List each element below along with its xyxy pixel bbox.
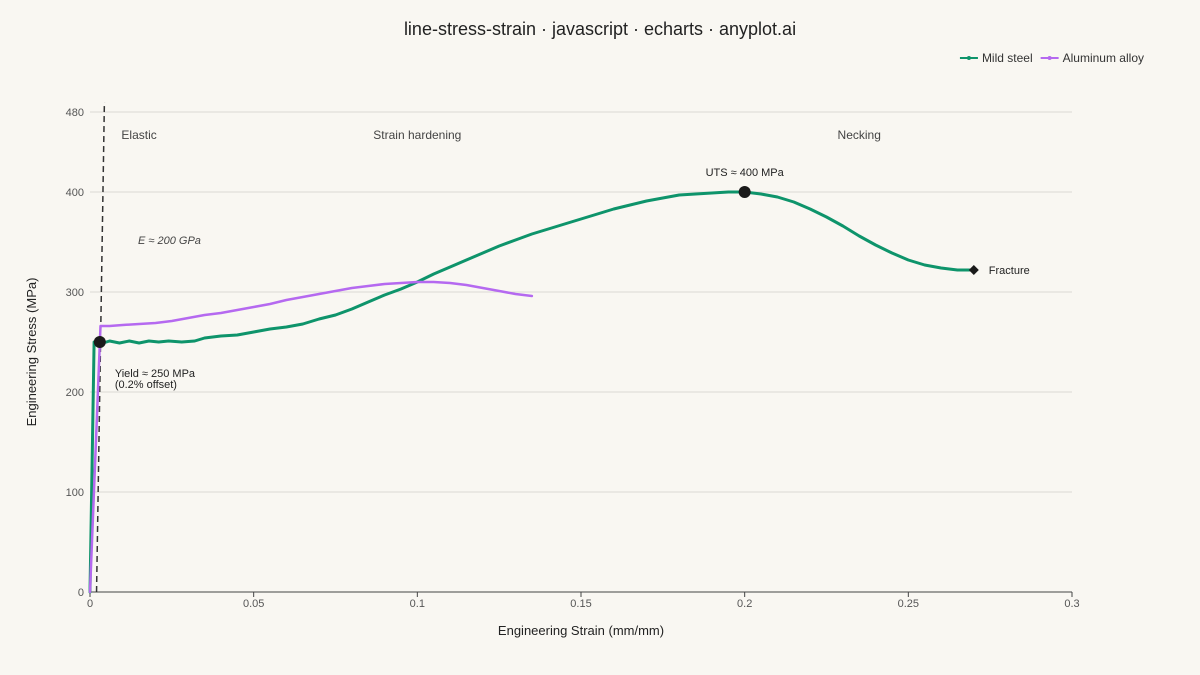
region-label: Strain hardening [373, 128, 461, 142]
modulus-label: E ≈ 200 GPa [138, 235, 201, 247]
y-tick-label: 400 [66, 187, 84, 199]
grid-lines: 0 100 200 300 400 480 [66, 107, 1072, 599]
y-tick-label: 0 [78, 587, 84, 599]
x-tick-label: 0.2 [737, 598, 752, 610]
marker-point [738, 186, 751, 198]
fracture-label: Fracture [989, 265, 1030, 277]
legend-label: Mild steel [982, 51, 1033, 65]
yield-label: (0.2% offset) [115, 379, 177, 391]
yield-label: Yield ≈ 250 MPa [115, 368, 196, 380]
series-line-aluminum-alloy [88, 280, 534, 594]
marker-point [93, 336, 106, 348]
series-line-mild-steel [88, 190, 976, 594]
x-tick-label: 0.05 [243, 598, 264, 610]
y-tick-label: 480 [66, 107, 84, 119]
chart-title: line-stress-strain · javascript · echart… [404, 19, 796, 39]
x-tick-label: 0.15 [570, 598, 591, 610]
series-lines[interactable] [88, 190, 976, 594]
legend-swatch-dot [966, 56, 971, 60]
y-tick-label: 300 [66, 287, 84, 299]
annotation-markers: Yield ≈ 250 MPa(0.2% offset) UTS ≈ 400 MP… [93, 167, 1030, 391]
legend-item[interactable]: Aluminum alloy [1040, 51, 1144, 65]
x-tick-label: 0.1 [410, 598, 425, 610]
region-labels: Elastic Strain hardening Necking [121, 128, 880, 142]
uts-label: UTS ≈ 400 MPa [706, 167, 785, 179]
region-label: Elastic [121, 128, 156, 142]
x-axis-title: Engineering Strain (mm/mm) [498, 623, 664, 638]
y-axis-title: Engineering Stress (MPa) [24, 278, 39, 427]
x-tick-label: 0 [87, 598, 93, 610]
axes: 0 0.05 0.1 0.15 0.2 0.25 0.3 [87, 591, 1080, 610]
fracture-marker [968, 265, 979, 275]
offset-line-group: E ≈ 200 GPa [95, 101, 201, 593]
legend-item[interactable]: Mild steel [959, 51, 1033, 65]
x-tick-label: 0.3 [1064, 598, 1079, 610]
legend-label: Aluminum alloy [1063, 51, 1144, 65]
x-tick-label: 0.25 [898, 598, 919, 610]
legend-swatch-dot [1047, 56, 1052, 60]
region-label: Necking [838, 128, 881, 142]
legend[interactable]: Mild steel Aluminum alloy [959, 51, 1144, 65]
y-tick-label: 200 [66, 387, 84, 399]
y-tick-label: 100 [66, 487, 84, 499]
